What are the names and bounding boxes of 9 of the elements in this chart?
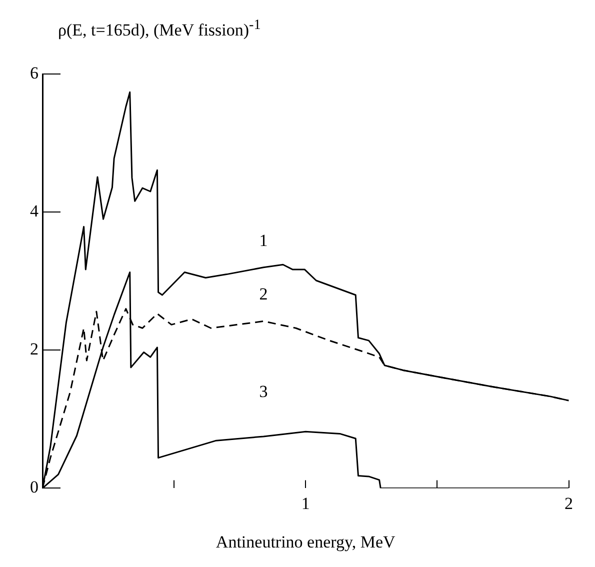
y-tick-label: 0 <box>30 478 38 497</box>
text: 3 <box>259 382 268 401</box>
x-axis-title: Antineutrino energy, MeV <box>216 532 396 552</box>
y-tick-label: 6 <box>30 64 38 83</box>
series-label: 1 <box>259 230 268 250</box>
y-axis-title: ρ(E, t=165d), (MeV fission)$^{-1}$ <box>58 16 262 42</box>
series-label: 2 <box>259 284 268 304</box>
y-tick-label: 2 <box>30 340 38 359</box>
y-tick-label: 4 <box>30 202 39 221</box>
